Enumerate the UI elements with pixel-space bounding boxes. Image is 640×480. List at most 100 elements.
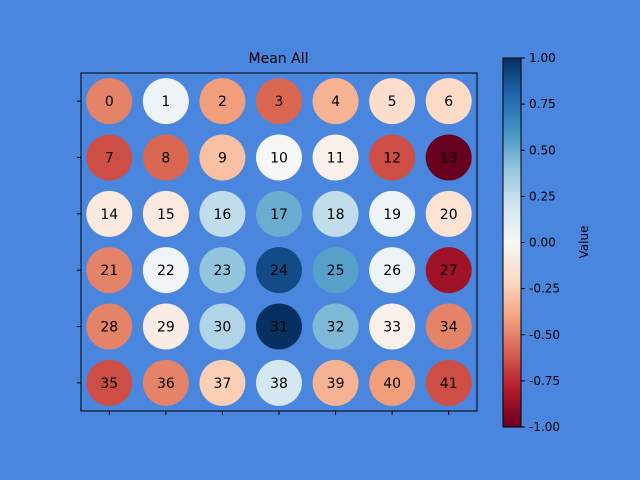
cell-label: 27 <box>440 263 458 279</box>
cell-label: 13 <box>440 151 458 167</box>
heatmap-cell <box>312 134 359 181</box>
cell-label: 41 <box>440 376 458 392</box>
heatmap-cell <box>256 359 302 406</box>
heatmap-cell <box>86 303 133 350</box>
cell-label: 3 <box>275 94 284 110</box>
heatmap-cell <box>425 247 472 294</box>
heatmap-cell <box>425 359 472 406</box>
cell-label: 8 <box>161 151 170 167</box>
heatmap-cell <box>425 78 472 125</box>
cell-label: 19 <box>383 207 401 223</box>
heatmap-cell <box>256 78 302 125</box>
cell-label: 24 <box>270 263 288 279</box>
cell-label: 10 <box>270 151 288 167</box>
heatmap-cell <box>86 190 133 237</box>
heatmap-cell <box>199 247 246 294</box>
colorbar-tick-label: -0.50 <box>529 328 560 342</box>
cell-label: 38 <box>270 376 288 392</box>
heatmap-cell <box>86 134 133 181</box>
cell-label: 4 <box>331 94 340 110</box>
heatmap-cell <box>142 190 189 237</box>
cell-label: 31 <box>270 320 288 336</box>
heatmap-cell <box>312 303 359 350</box>
colorbar-tick-label: 0.25 <box>529 189 556 203</box>
colorbar-tick-label: 1.00 <box>529 51 556 65</box>
heatmap-cell <box>86 247 133 294</box>
cell-label: 12 <box>383 151 401 167</box>
cell-label: 35 <box>100 376 118 392</box>
cell-label: 20 <box>440 207 458 223</box>
heatmap-cell <box>425 134 472 181</box>
cell-label: 18 <box>327 207 345 223</box>
heatmap-cell <box>199 303 246 350</box>
heatmap-cell <box>425 190 472 237</box>
cell-label: 29 <box>157 320 175 336</box>
cell-label: 7 <box>105 151 114 167</box>
cell-label: 15 <box>157 207 175 223</box>
cell-label: 6 <box>444 94 453 110</box>
heatmap-cell <box>86 359 133 406</box>
cell-label: 9 <box>218 151 227 167</box>
heatmap-cell <box>312 190 359 237</box>
colorbar <box>502 57 522 428</box>
colorbar-tick-label: 0.50 <box>529 143 556 157</box>
heatmap-cell <box>256 190 302 237</box>
heatmap-cell <box>369 303 416 350</box>
heatmap-cell <box>142 359 189 406</box>
heatmap-cell <box>142 303 189 350</box>
heatmap-cell <box>199 359 246 406</box>
heatmap-cell <box>369 134 416 181</box>
heatmap-cell <box>312 247 359 294</box>
cell-label: 11 <box>327 151 345 167</box>
heatmap-cell <box>142 247 189 294</box>
colorbar-tick-label: 0.75 <box>529 97 556 111</box>
heatmap-cell <box>142 134 189 181</box>
cell-label: 30 <box>214 320 232 336</box>
heatmap-cell <box>199 190 246 237</box>
cell-label: 21 <box>100 263 118 279</box>
cell-label: 33 <box>383 320 401 336</box>
cell-label: 22 <box>157 263 175 279</box>
cell-label: 25 <box>327 263 345 279</box>
heatmap-cell <box>256 247 302 294</box>
chart-title: Mean All <box>249 51 309 67</box>
cell-label: 17 <box>270 207 288 223</box>
cell-label: 32 <box>327 320 345 336</box>
cell-label: 0 <box>105 94 114 110</box>
heatmap-cell <box>312 78 359 125</box>
heatmap-cell <box>199 78 246 125</box>
cell-label: 2 <box>218 94 227 110</box>
heatmap-cell <box>199 134 246 181</box>
cell-label: 28 <box>100 320 118 336</box>
heatmap-cell <box>142 78 189 125</box>
colorbar-tick-label: 0.00 <box>529 236 556 250</box>
cell-label: 23 <box>214 263 232 279</box>
cell-label: 16 <box>214 207 232 223</box>
colorbar-tick-label: -0.25 <box>529 282 560 296</box>
cell-label: 26 <box>383 263 401 279</box>
colorbar-tick-label: -0.75 <box>529 374 560 388</box>
heatmap-cell <box>86 78 133 125</box>
cell-label: 39 <box>327 376 345 392</box>
cell-label: 40 <box>383 376 401 392</box>
cell-label: 5 <box>388 94 397 110</box>
cell-label: 1 <box>161 94 170 110</box>
colorbar-tick-label: -1.00 <box>529 420 560 434</box>
heatmap-cell <box>369 190 416 237</box>
cell-label: 37 <box>214 376 232 392</box>
heatmap-cell <box>312 359 359 406</box>
heatmap-cell <box>256 134 302 181</box>
cell-label: 34 <box>440 320 458 336</box>
colorbar-ticks: -1.00 -0.75 -0.50 -0.25 0.00 0.25 0.50 0.75 1.00 <box>521 51 560 434</box>
axis-ticks <box>77 100 450 415</box>
colorbar-label: Value <box>577 226 591 259</box>
cell-label: 36 <box>157 376 175 392</box>
heatmap-cell <box>369 78 416 125</box>
cell-label: 14 <box>100 207 118 223</box>
heatmap-cell <box>369 247 416 294</box>
heatmap-cell <box>425 303 472 350</box>
heatmap-cell <box>369 359 416 406</box>
heatmap-cell <box>256 303 302 350</box>
